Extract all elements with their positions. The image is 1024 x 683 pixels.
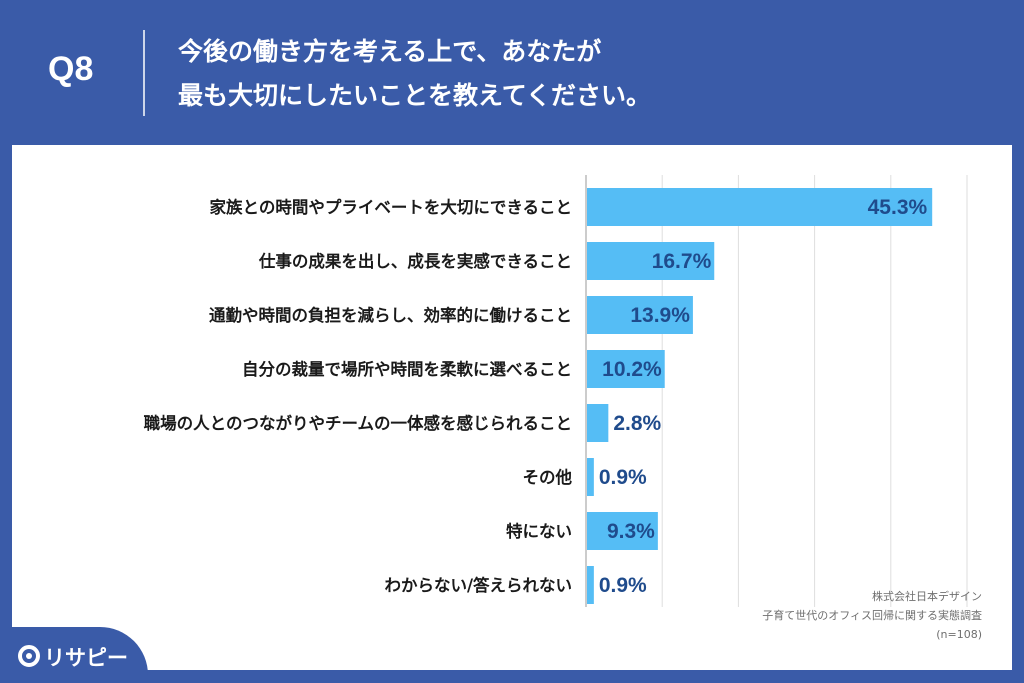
source-sample: (n=108) [936,628,982,641]
magnifier-icon [18,645,40,667]
category-label: 職場の人とのつながりやチームの一体感を感じられること [144,413,572,433]
value-label: 9.3% [607,520,655,543]
value-label: 45.3% [868,196,928,219]
value-label: 0.9% [599,466,647,489]
question-title: 今後の働き方を考える上で、あなたが 最も大切にしたいことを教えてください。 [178,30,651,118]
category-label: 通勤や時間の負担を減らし、効率的に働けること [209,305,572,325]
bar [587,188,933,226]
value-label: 10.2% [602,358,662,381]
bar [587,350,665,388]
question-title-line-1: 今後の働き方を考える上で、あなたが [178,37,602,66]
category-label: 自分の裁量で場所や時間を柔軟に選べること [242,359,572,379]
source-survey: 子育て世代のオフィス回帰に関する実態調査 [762,609,982,622]
bar [587,242,715,280]
bar [587,512,658,550]
source-company: 株式会社日本デザイン [872,590,982,603]
value-label: 13.9% [630,304,690,327]
category-label: 仕事の成果を出し、成長を実感できること [258,251,572,271]
header: Q8 今後の働き方を考える上で、あなたが 最も大切にしたいことを教えてください。 [0,0,1024,140]
question-title-line-2: 最も大切にしたいことを教えてください。 [178,81,652,110]
value-label: 2.8% [613,412,661,435]
chart-panel: 家族との時間やプライベートを大切にできること 45.3% 仕事の成果を出し、成長を実… [12,145,1012,670]
category-label: その他 [523,467,573,487]
value-label: 16.7% [652,250,712,273]
bar [587,458,594,496]
bar [587,566,594,604]
source-note: 株式会社日本デザイン 子育て世代のオフィス回帰に関する実態調査 (n=108) [762,587,982,644]
value-label: 0.9% [599,574,647,597]
brand-logo: リサピー [0,627,148,683]
bar [587,404,609,442]
header-divider [143,30,145,116]
category-label: 特にない [506,521,572,541]
brand-name: リサピー [44,646,128,670]
category-label: わからない/答えられない [384,575,572,595]
question-number: Q8 [48,50,94,88]
bar-chart: 家族との時間やプライベートを大切にできること 45.3% 仕事の成果を出し、成長を実… [144,175,968,607]
bar [587,296,693,334]
category-label: 家族との時間やプライベートを大切にできること [209,197,572,217]
